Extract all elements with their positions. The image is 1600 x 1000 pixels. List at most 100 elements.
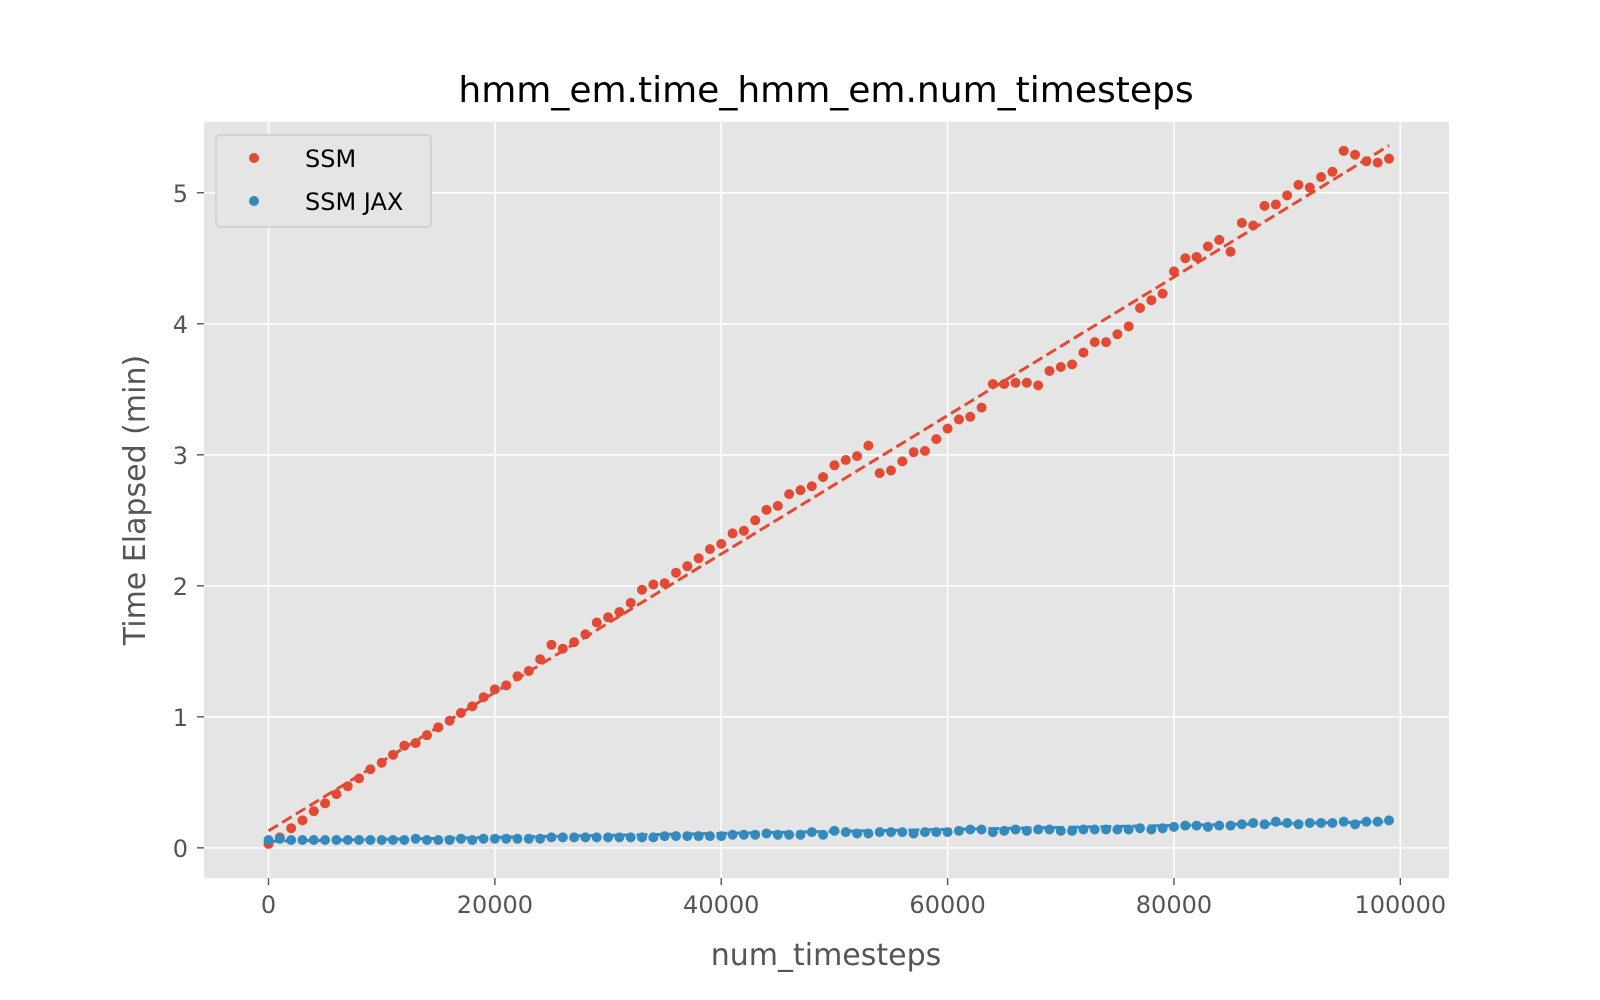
data-point-ssm [999,379,1010,390]
data-point-ssm [580,629,591,640]
data-point-ssm-jax [840,827,851,838]
data-point-ssm [874,468,885,479]
x-tick-label: 20000 [457,891,533,919]
data-point-ssm [331,789,342,800]
data-point-ssm [1372,157,1383,168]
legend-box [215,134,432,228]
data-point-ssm [455,707,466,718]
data-point-ssm-jax [1157,823,1168,834]
data-point-ssm [931,434,942,445]
data-point-ssm-jax [772,829,783,840]
data-point-ssm [919,445,930,456]
data-point-ssm [1293,179,1304,190]
data-point-ssm-jax [603,832,614,843]
data-point-ssm [953,414,964,425]
data-point-ssm [1146,295,1157,306]
data-point-ssm-jax [1202,821,1213,832]
data-point-ssm-jax [1361,816,1372,827]
data-point-ssm-jax [727,829,738,840]
y-tick-label: 0 [173,835,188,863]
data-point-ssm [1089,337,1100,348]
data-point-ssm [1123,321,1134,332]
data-point-ssm-jax [942,827,953,838]
data-point-ssm [1135,303,1146,314]
data-point-ssm-jax [965,824,976,835]
data-point-ssm [1010,377,1021,388]
data-point-ssm [840,455,851,466]
data-point-ssm-jax [523,833,534,844]
data-point-ssm-jax [897,827,908,838]
data-point-ssm-jax [987,827,998,838]
data-point-ssm [897,456,908,467]
data-point-ssm-jax [1010,824,1021,835]
data-point-ssm [1304,182,1315,193]
series-ssm [263,145,1395,849]
legend-label-ssm: SSM [305,145,356,173]
data-point-ssm [388,749,399,760]
data-point-ssm [569,637,580,648]
data-point-ssm [976,402,987,413]
data-point-ssm [625,597,636,608]
data-point-ssm [320,798,331,809]
data-point-ssm [693,553,704,564]
data-point-ssm [444,715,455,726]
data-point-ssm-jax [1282,817,1293,828]
data-point-ssm [1180,253,1191,264]
data-point-ssm [1316,172,1327,183]
data-point-ssm-jax [999,825,1010,836]
data-point-ssm-jax [478,833,489,844]
data-point-ssm [659,578,670,589]
data-point-ssm [648,579,659,590]
data-point-ssm [818,472,829,483]
data-point-ssm-jax [1191,820,1202,831]
data-point-ssm [750,515,761,526]
legend-label-ssm-jax: SSM JAX [305,188,403,216]
data-point-ssm-jax [455,833,466,844]
data-point-ssm-jax [874,827,885,838]
data-point-ssm [1044,365,1055,376]
data-point-ssm-jax [1316,817,1327,828]
data-point-ssm [1327,166,1338,177]
y-tick-label: 3 [173,442,188,470]
data-point-ssm-jax [829,825,840,836]
data-point-ssm-jax [1033,824,1044,835]
y-axis-ticks: 0 1 2 3 4 5 [173,180,204,863]
data-point-ssm [1157,288,1168,299]
data-point-ssm-jax [953,825,964,836]
data-point-ssm [1248,220,1259,231]
data-point-ssm [467,701,478,712]
data-point-ssm-jax [342,835,353,846]
data-point-ssm-jax [976,824,987,835]
data-point-ssm-jax [1135,823,1146,834]
data-point-ssm-jax [512,833,523,844]
data-point-ssm [863,440,874,451]
data-point-ssm [886,465,897,476]
data-point-ssm [727,528,738,539]
data-point-ssm [1168,266,1179,277]
data-point-ssm [557,643,568,654]
data-point-ssm-jax [1225,820,1236,831]
data-point-ssm-jax [467,835,478,846]
trend-line-ssm-jax [268,820,1390,843]
data-point-ssm [1350,149,1361,160]
data-point-ssm [1236,217,1247,228]
data-point-ssm [354,773,365,784]
data-point-ssm [670,567,681,578]
legend-marker-ssm [249,153,259,163]
data-point-ssm [761,504,772,515]
data-point-ssm [682,561,693,572]
data-point-ssm [591,617,602,628]
data-point-ssm-jax [1044,824,1055,835]
data-point-ssm-jax [1078,824,1089,835]
data-point-ssm [704,544,715,555]
data-point-ssm [478,692,489,703]
data-point-ssm [421,730,432,741]
data-point-ssm-jax [1146,824,1157,835]
legend-marker-ssm-jax [249,196,259,206]
x-tick-label: 0 [261,891,276,919]
x-axis-label: num_timesteps [711,938,942,973]
data-point-ssm-jax [1089,824,1100,835]
data-point-ssm [399,740,410,751]
data-point-ssm-jax [580,832,591,843]
data-point-ssm-jax [1350,819,1361,830]
